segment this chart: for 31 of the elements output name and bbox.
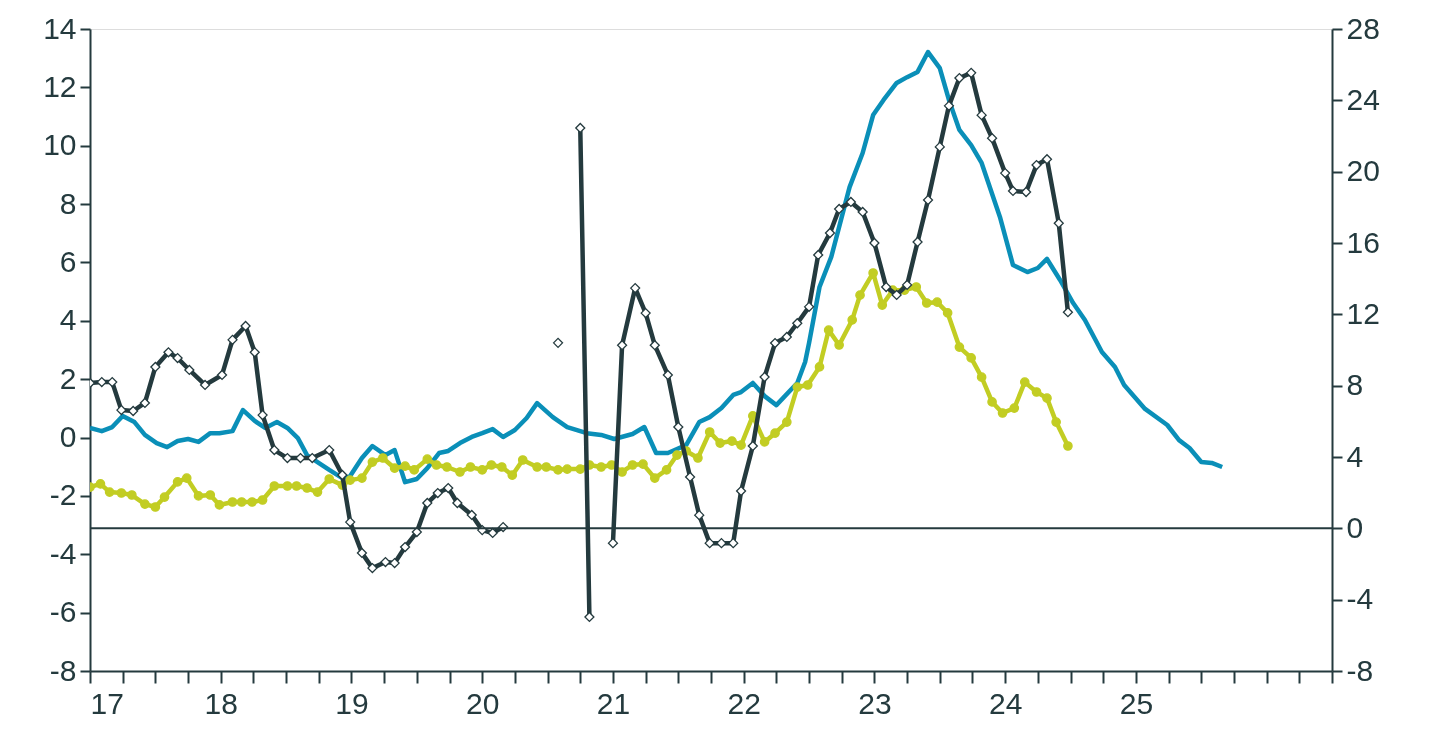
- y-tick-label: -8: [49, 653, 77, 687]
- x-tick-label: 21: [596, 686, 631, 720]
- y2-tick-label: 20: [1346, 154, 1380, 188]
- y-tick-label: 0: [59, 420, 77, 454]
- y2-tick-label: 16: [1346, 225, 1380, 259]
- y-tick-label: 14: [43, 11, 77, 45]
- x-tick-label: 19: [335, 686, 369, 720]
- y-tick-label: 6: [59, 244, 77, 278]
- y-tick-label: 8: [59, 186, 77, 220]
- x-tick-label: 22: [727, 686, 761, 720]
- x-tick-label: 24: [988, 686, 1023, 720]
- y-tick-label: -2: [49, 478, 77, 512]
- y2-tick-label: 4: [1346, 439, 1364, 473]
- y-tick-label: 2: [59, 361, 77, 395]
- y-tick-label: -4: [49, 536, 77, 570]
- y-tick-label: 4: [59, 303, 77, 337]
- y2-tick-label: 0: [1346, 510, 1364, 544]
- y2-tick-label: -4: [1346, 582, 1374, 616]
- x-tick-label: 25: [1119, 686, 1154, 720]
- y-tick-label: 10: [43, 128, 77, 162]
- y2-tick-label: 28: [1346, 11, 1380, 45]
- y-tick-label: -6: [49, 595, 77, 629]
- y-tick-label: 12: [43, 69, 77, 103]
- x-tick-label: 18: [204, 686, 238, 720]
- y2-tick-label: 8: [1346, 368, 1364, 402]
- x-tick-label: 20: [466, 686, 500, 720]
- y2-tick-label: -8: [1346, 653, 1374, 687]
- y2-tick-label: 24: [1346, 82, 1380, 116]
- x-tick-label: 23: [858, 686, 892, 720]
- y2-tick-label: 12: [1346, 296, 1380, 330]
- x-tick-label: 17: [90, 686, 124, 720]
